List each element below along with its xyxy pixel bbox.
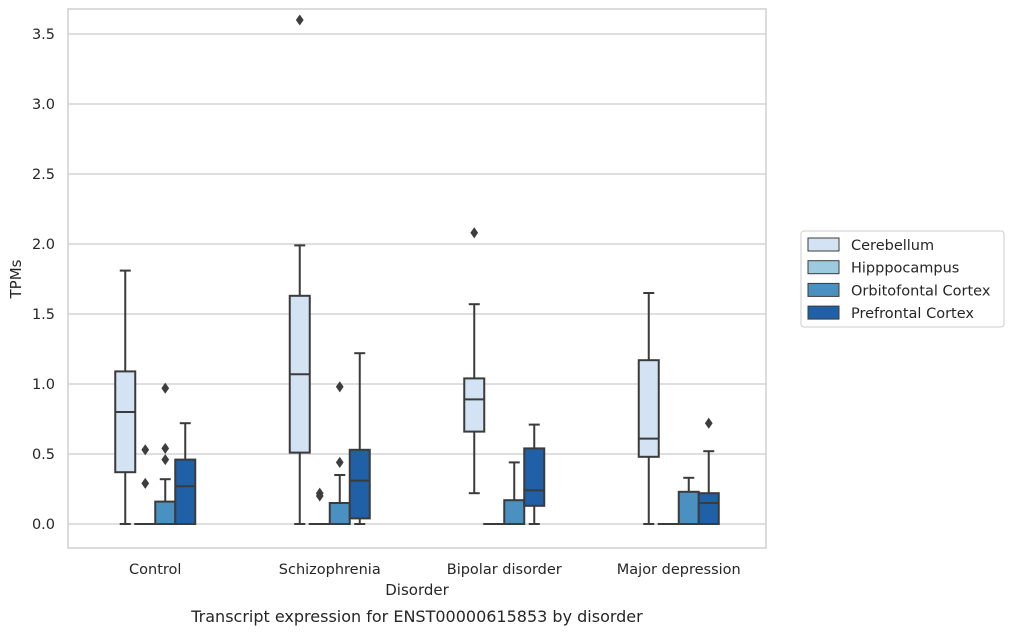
x-axis-title: Disorder xyxy=(385,581,449,599)
grid-lines xyxy=(68,33,766,525)
outlier-point xyxy=(335,456,344,468)
box-0-0 xyxy=(114,269,137,525)
plot-border xyxy=(67,8,767,549)
box-iqr xyxy=(174,458,197,526)
x-axis-ticks: Control Schizophrenia Bipolar disorder Majo… xyxy=(129,562,741,578)
outlier-point xyxy=(161,454,170,466)
legend-swatch xyxy=(807,282,840,297)
x-tick-label: Control xyxy=(129,562,181,578)
box-2-2 xyxy=(503,461,526,526)
outlier-point xyxy=(161,442,170,454)
legend-frame xyxy=(800,230,1005,328)
box-iqr xyxy=(154,500,177,526)
box-1-0 xyxy=(134,444,157,526)
y-tick-label: 0.5 xyxy=(32,447,55,463)
box-iqr xyxy=(677,490,700,525)
legend-label: Hipppocampus xyxy=(851,261,959,277)
box-iqr xyxy=(503,499,526,526)
plot-frame xyxy=(67,8,767,549)
outlier-point xyxy=(141,477,150,489)
box-1-1 xyxy=(308,487,331,526)
x-tick-label: Bipolar disorder xyxy=(447,562,562,578)
legend-swatch xyxy=(807,237,840,252)
box-3-2 xyxy=(523,423,546,525)
box-0-1 xyxy=(288,14,311,525)
box-series xyxy=(114,14,720,526)
legend-label: Prefrontal Cortex xyxy=(851,306,974,322)
y-tick-label: 0.0 xyxy=(32,517,55,533)
y-tick-label: 2.0 xyxy=(32,237,55,253)
box-iqr xyxy=(697,492,720,526)
box-iqr xyxy=(523,447,546,507)
outlier-point xyxy=(470,227,479,239)
box-iqr xyxy=(348,448,371,520)
legend-label: Cerebellum xyxy=(851,238,934,254)
y-tick-label: 2.5 xyxy=(32,167,55,183)
legend-label: Orbitofontal Cortex xyxy=(851,283,991,299)
box-iqr xyxy=(114,370,137,474)
legend: Cerebellum Hipppocampus Orbitofontal Corte… xyxy=(800,230,1005,328)
legend-swatch xyxy=(807,305,840,320)
box-2-1 xyxy=(328,381,351,525)
outlier-point xyxy=(335,381,344,393)
y-axis-title: TPMs xyxy=(7,259,25,299)
legend-swatch xyxy=(807,260,840,275)
box-2-3 xyxy=(677,476,700,525)
x-tick-label: Major depression xyxy=(617,562,741,578)
x-tick-label: Schizophrenia xyxy=(279,562,381,578)
box-iqr xyxy=(463,377,486,433)
box-iqr xyxy=(328,502,351,525)
box-3-0 xyxy=(174,422,197,526)
outlier-point xyxy=(704,417,713,429)
box-iqr xyxy=(637,359,660,458)
outlier-point xyxy=(141,444,150,456)
y-tick-label: 3.5 xyxy=(32,27,55,43)
box-0-3 xyxy=(637,292,660,525)
box-0-2 xyxy=(463,227,486,495)
outlier-point xyxy=(161,382,170,394)
y-axis-ticks: 0.0 0.5 1.0 1.5 2.0 2.5 3.0 3.5 xyxy=(32,27,55,533)
chart-title: Transcript expression for ENST0000061585… xyxy=(190,607,643,626)
y-tick-label: 1.0 xyxy=(32,377,55,393)
y-tick-label: 1.5 xyxy=(32,307,55,323)
outlier-point xyxy=(295,14,304,26)
outlier-point xyxy=(315,490,324,502)
box-3-3 xyxy=(697,417,720,526)
y-tick-label: 3.0 xyxy=(32,97,55,113)
box-3-1 xyxy=(348,352,371,525)
